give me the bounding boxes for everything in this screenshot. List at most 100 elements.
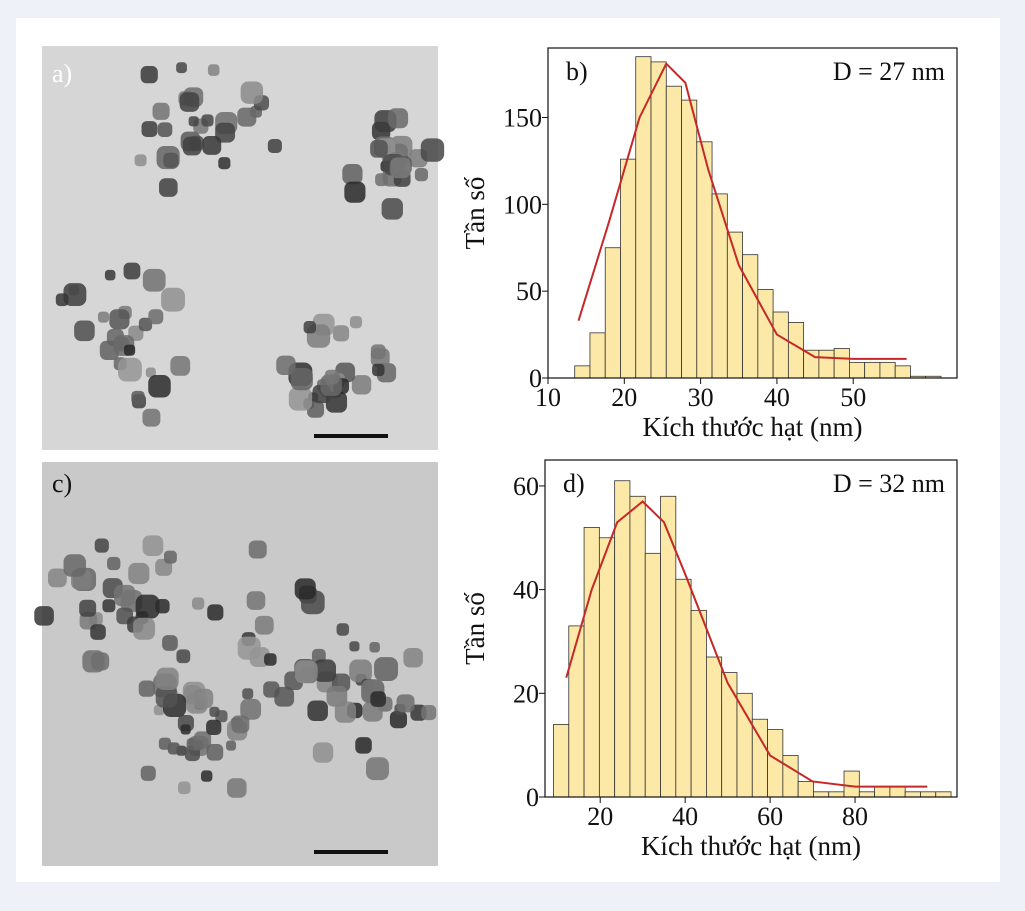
particle bbox=[141, 121, 158, 138]
particle bbox=[294, 660, 318, 684]
bar bbox=[894, 365, 911, 379]
x-axis-label: Kích thước hạt (nm) bbox=[641, 831, 861, 861]
bar bbox=[813, 791, 830, 798]
particle bbox=[55, 293, 69, 307]
x-tick-label: 80 bbox=[842, 802, 868, 831]
y-tick-label: 150 bbox=[503, 103, 542, 132]
particle bbox=[156, 667, 179, 691]
particle bbox=[207, 604, 224, 621]
particle bbox=[176, 649, 191, 664]
bar bbox=[589, 332, 606, 379]
particle bbox=[215, 122, 236, 143]
particle bbox=[153, 704, 165, 716]
x-tick-label: 50 bbox=[840, 383, 866, 412]
particle bbox=[133, 617, 156, 640]
particle bbox=[155, 685, 178, 708]
particle bbox=[254, 615, 274, 635]
particle bbox=[102, 599, 116, 613]
y-axis-label: Tần số bbox=[460, 176, 490, 249]
bar bbox=[849, 361, 866, 379]
panel-label: c) bbox=[52, 469, 72, 498]
bar bbox=[706, 656, 723, 798]
bar bbox=[904, 791, 921, 798]
scale-bar bbox=[314, 850, 388, 854]
particle bbox=[326, 685, 348, 707]
particle bbox=[177, 781, 191, 795]
particle bbox=[375, 173, 388, 187]
particle bbox=[157, 122, 173, 137]
bar bbox=[574, 365, 591, 379]
bar bbox=[843, 770, 860, 798]
x-tick-label: 60 bbox=[757, 802, 783, 831]
particle bbox=[142, 408, 161, 427]
tem-image bbox=[42, 46, 438, 450]
particle bbox=[180, 724, 191, 735]
bar bbox=[583, 527, 600, 798]
particle bbox=[206, 743, 224, 761]
particle bbox=[74, 320, 95, 342]
bar bbox=[553, 724, 570, 798]
bar bbox=[650, 61, 667, 379]
particle bbox=[201, 114, 214, 127]
particle bbox=[128, 562, 150, 585]
particle bbox=[79, 599, 97, 617]
particle bbox=[325, 391, 348, 413]
plot-frame bbox=[547, 47, 958, 379]
particle bbox=[118, 357, 142, 382]
fit-curve bbox=[577, 61, 907, 360]
particle bbox=[209, 706, 220, 717]
bar bbox=[833, 348, 850, 379]
particle bbox=[264, 653, 277, 666]
particle bbox=[351, 375, 372, 395]
particle bbox=[142, 268, 166, 292]
particle bbox=[349, 641, 360, 652]
annotation: D = 32 nm bbox=[833, 469, 945, 498]
particle bbox=[123, 262, 141, 280]
particle bbox=[355, 737, 372, 754]
x-tick-label: 40 bbox=[764, 383, 790, 412]
tem-images bbox=[34, 46, 445, 866]
particle bbox=[159, 178, 178, 197]
bar bbox=[818, 349, 835, 379]
particle bbox=[148, 309, 164, 325]
x-tick-label: 40 bbox=[672, 802, 698, 831]
particle bbox=[152, 102, 170, 120]
particle bbox=[63, 283, 87, 306]
particle bbox=[370, 691, 387, 707]
y-tick-label: 40 bbox=[513, 576, 539, 605]
particle bbox=[207, 64, 220, 76]
particle bbox=[176, 62, 187, 74]
particle bbox=[342, 164, 363, 185]
particle bbox=[311, 648, 326, 663]
y-tick-label: 100 bbox=[503, 190, 542, 219]
particle bbox=[396, 694, 415, 713]
particle bbox=[170, 355, 191, 376]
particle bbox=[34, 606, 54, 626]
particle bbox=[186, 692, 208, 714]
particle bbox=[163, 152, 179, 168]
particle bbox=[47, 568, 67, 588]
scale-bar bbox=[314, 434, 388, 438]
particle bbox=[403, 647, 423, 668]
x-axis-label: Kích thước hạt (nm) bbox=[642, 412, 862, 442]
particle bbox=[237, 636, 261, 660]
particle bbox=[138, 680, 155, 697]
y-tick-label: 20 bbox=[513, 679, 539, 708]
bar bbox=[874, 786, 891, 798]
bar bbox=[660, 495, 677, 798]
particle bbox=[240, 81, 264, 104]
bar bbox=[644, 552, 661, 798]
particle bbox=[324, 369, 340, 385]
y-tick-label: 60 bbox=[513, 472, 539, 501]
particle bbox=[366, 757, 389, 781]
particle bbox=[240, 698, 262, 720]
particle bbox=[140, 66, 158, 84]
bar bbox=[797, 781, 814, 798]
particle bbox=[381, 198, 403, 220]
bar bbox=[635, 56, 652, 379]
particle bbox=[163, 550, 177, 564]
particle bbox=[192, 740, 204, 751]
panel-label: d) bbox=[563, 469, 585, 498]
